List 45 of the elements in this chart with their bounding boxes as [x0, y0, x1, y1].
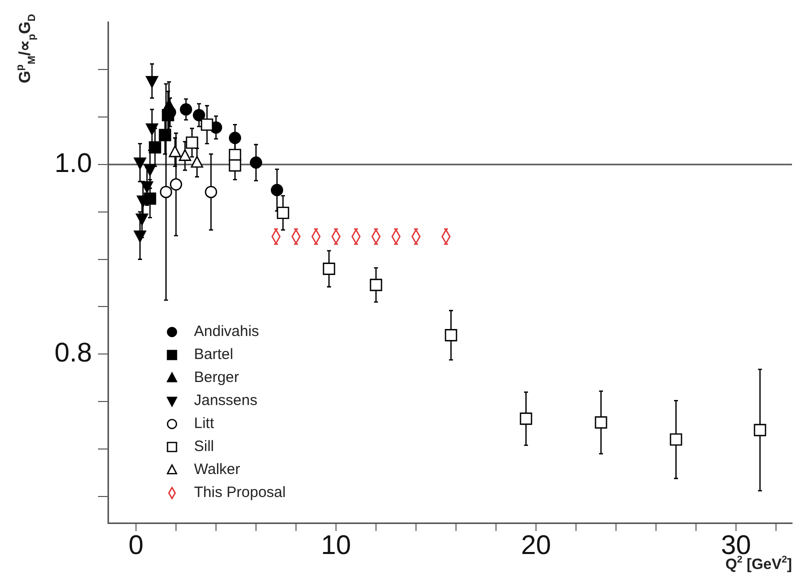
point [520, 412, 532, 425]
point [140, 181, 154, 193]
point [180, 103, 192, 116]
point [146, 76, 158, 88]
legend-label: Andivahis [194, 323, 260, 340]
point [200, 118, 214, 131]
point [136, 213, 148, 226]
y-axis-title: GpM/∝pGD [14, 14, 38, 84]
point [148, 141, 162, 154]
point [144, 164, 156, 176]
point [444, 329, 458, 342]
legend-label: Berger [194, 369, 240, 386]
legend-label: Walker [194, 461, 240, 478]
point [134, 230, 146, 242]
point [134, 158, 146, 170]
point [146, 123, 158, 136]
x-tick-label: 10 [320, 530, 352, 560]
point [250, 156, 262, 169]
point [190, 156, 204, 168]
point [228, 132, 242, 144]
point [276, 206, 290, 219]
legend-label: This Proposal [194, 484, 286, 502]
legend-label: Sill [194, 438, 214, 456]
point [204, 186, 218, 198]
point [228, 159, 242, 172]
legend-label: Janssens [194, 392, 258, 410]
x-tick-label: 0 [128, 530, 144, 560]
point [192, 109, 206, 122]
point [754, 424, 766, 436]
point [186, 136, 198, 149]
point [170, 178, 182, 191]
point [594, 416, 608, 429]
x-tick-label: 20 [520, 530, 552, 560]
point [158, 128, 172, 142]
point [670, 433, 682, 446]
legend-label: Bartel [194, 346, 234, 364]
y-tick-label: 0.8 [54, 338, 92, 368]
point [322, 262, 336, 275]
point [168, 145, 182, 158]
y-tick-label: 1.0 [54, 148, 92, 178]
point [270, 184, 284, 196]
point [178, 149, 192, 161]
point [370, 278, 382, 292]
point [160, 186, 172, 198]
legend-label: Litt [194, 415, 215, 432]
